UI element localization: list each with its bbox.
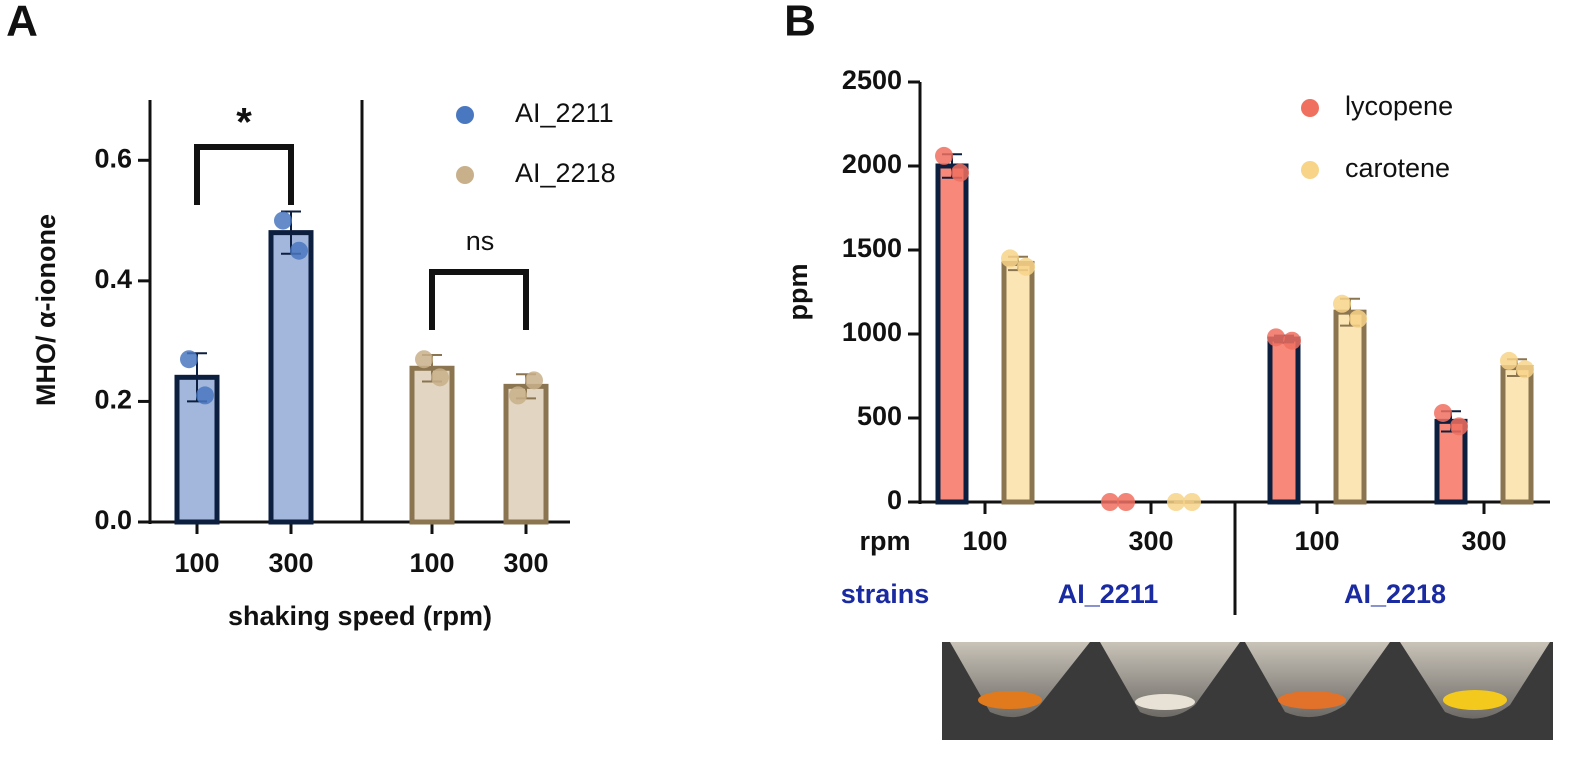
data-point	[1017, 257, 1035, 276]
data-point	[274, 211, 292, 230]
group-label: AI_2218	[1344, 579, 1446, 609]
bar	[503, 383, 549, 525]
y-tick-label: 0.0	[94, 505, 132, 535]
data-point	[196, 386, 214, 405]
x-tick-label: 100	[409, 548, 454, 578]
group-label: AI_2211	[1058, 579, 1159, 609]
x-tick-label: 100	[1294, 526, 1339, 556]
y-tick-label: 0	[887, 485, 902, 515]
y-tick-label: 1500	[842, 233, 902, 263]
legend-marker	[456, 106, 474, 124]
x-tick-label: 100	[174, 548, 219, 578]
y-tick-label: 500	[857, 401, 902, 431]
data-point	[1101, 493, 1119, 511]
x-tick-label: 300	[503, 548, 548, 578]
data-point	[431, 368, 449, 387]
data-point	[1001, 249, 1019, 268]
photo	[942, 642, 1553, 740]
data-point	[180, 350, 198, 369]
data-point	[951, 163, 969, 182]
data-point	[1500, 351, 1518, 370]
data-point	[1167, 493, 1185, 511]
y-tick-label: 0.2	[94, 385, 132, 415]
data-point	[1333, 294, 1351, 313]
bar	[935, 163, 969, 505]
annotation: *	[236, 101, 252, 145]
group-axis-label: strains	[841, 579, 930, 609]
data-point	[525, 371, 543, 390]
legend-label: AI_2218	[515, 158, 616, 188]
significance-bracket	[429, 269, 529, 330]
panel-label: A	[6, 0, 38, 46]
legend-marker	[1301, 161, 1319, 179]
legend-marker	[1301, 99, 1319, 117]
legend-marker	[456, 166, 474, 184]
y-axis-label: MHO/ α-ionone	[31, 214, 61, 406]
bar	[1001, 260, 1035, 505]
x-tick-label: 300	[1128, 526, 1173, 556]
x-tick-label: 300	[268, 548, 313, 578]
data-point	[1434, 403, 1452, 422]
data-point	[1117, 493, 1135, 511]
data-point	[1450, 417, 1468, 436]
data-point	[1349, 309, 1367, 328]
data-point	[935, 146, 953, 165]
y-tick-label: 0.6	[94, 143, 132, 173]
bar	[1267, 336, 1301, 505]
y-tick-label: 1000	[842, 317, 902, 347]
bar	[409, 365, 455, 525]
data-point	[415, 350, 433, 369]
y-tick-label: 2500	[842, 65, 902, 95]
data-point	[1183, 493, 1201, 511]
y-tick-label: 2000	[842, 149, 902, 179]
data-point	[1516, 360, 1534, 379]
data-point	[290, 241, 308, 260]
legend-label: AI_2211	[515, 98, 614, 128]
x-tick-label: 300	[1461, 526, 1506, 556]
data-point	[1283, 331, 1301, 350]
x-axis-label: shaking speed (rpm)	[228, 601, 492, 631]
annotation: ns	[466, 226, 495, 256]
data-point	[1267, 328, 1285, 347]
panel-label: B	[784, 0, 816, 46]
significance-bracket	[194, 144, 294, 205]
x-tick-label: 100	[962, 526, 1007, 556]
legend-label: carotene	[1345, 153, 1450, 183]
y-tick-label: 0.4	[94, 264, 132, 294]
category-axis-label: rpm	[859, 526, 910, 556]
bar	[1333, 309, 1367, 505]
y-axis-label: ppm	[783, 264, 813, 321]
legend-label: lycopene	[1345, 91, 1453, 121]
data-point	[509, 386, 527, 405]
bar	[1500, 365, 1534, 505]
bar	[268, 230, 314, 525]
